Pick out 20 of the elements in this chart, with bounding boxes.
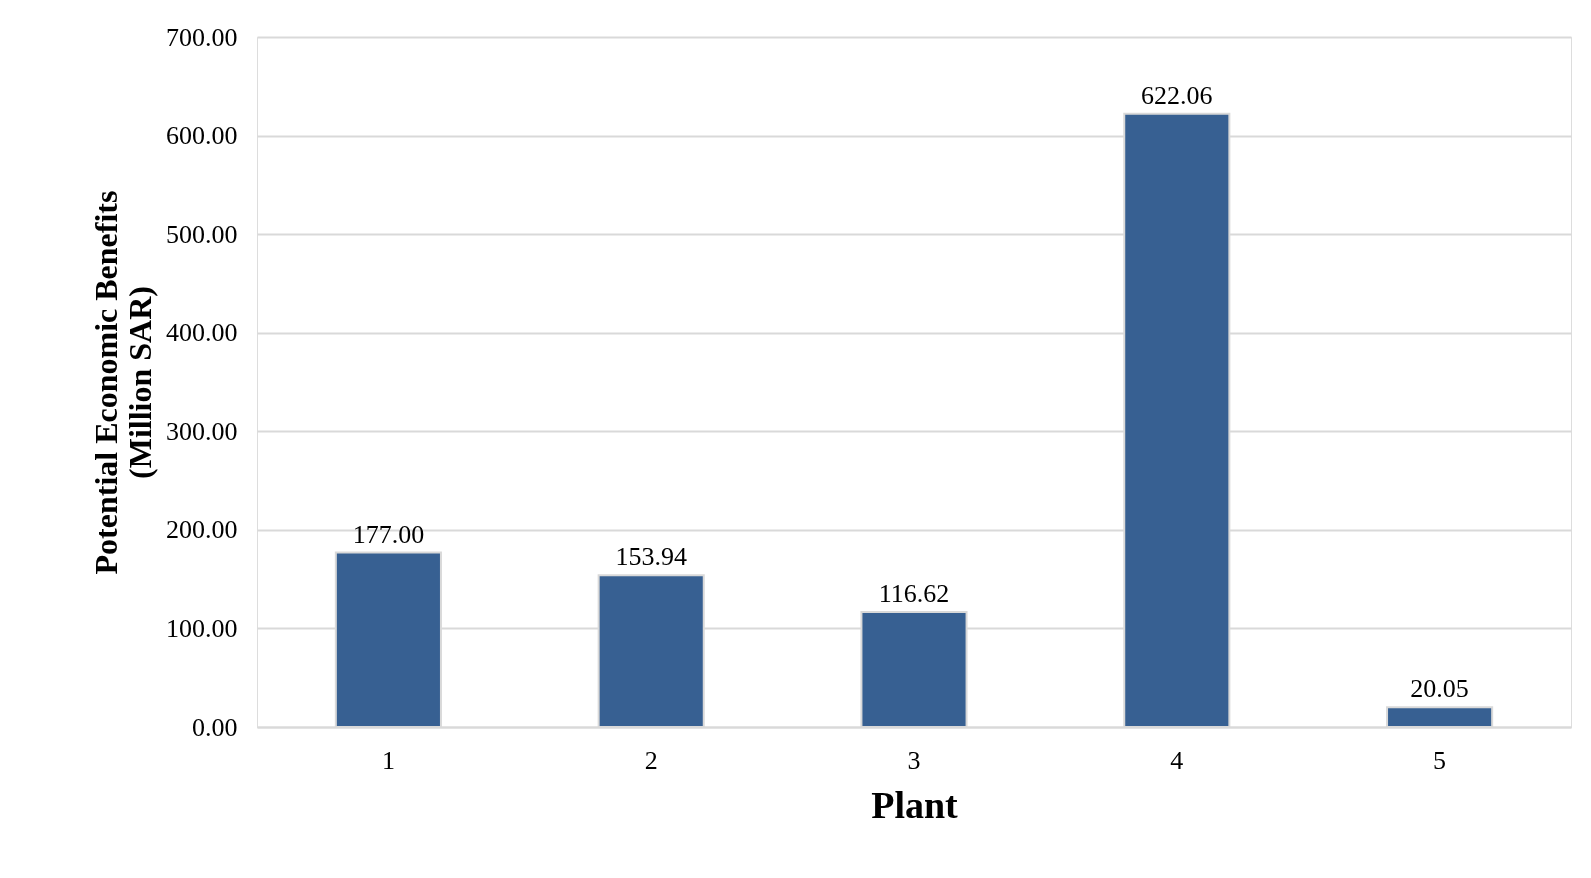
x-tick-label: 1 bbox=[381, 745, 395, 775]
y-tick-label: 200.00 bbox=[166, 515, 238, 545]
data-label: 20.05 bbox=[1410, 674, 1469, 704]
y-tick-label: 100.00 bbox=[166, 613, 238, 643]
data-label: 116.62 bbox=[878, 579, 950, 609]
y-tick-label: 300.00 bbox=[166, 416, 238, 446]
data-label: 153.94 bbox=[615, 542, 687, 572]
data-label: 622.06 bbox=[1141, 80, 1213, 110]
x-tick-label: 4 bbox=[1170, 745, 1184, 775]
x-tick-label: 3 bbox=[907, 745, 921, 775]
y-tick-label: 500.00 bbox=[166, 219, 238, 249]
y-tick-label: 0.00 bbox=[192, 712, 238, 742]
x-axis-title: Plant bbox=[871, 783, 959, 826]
y-tick-label: 600.00 bbox=[166, 121, 238, 151]
data-label: 177.00 bbox=[352, 519, 425, 549]
y-tick-label: 400.00 bbox=[166, 318, 238, 348]
x-tick-label: 5 bbox=[1433, 745, 1447, 775]
x-tick-label: 2 bbox=[644, 745, 658, 775]
y-axis-title: Potential Economic Benefits (Million SAR) bbox=[88, 190, 158, 575]
y-tick-label: 700.00 bbox=[166, 22, 238, 52]
